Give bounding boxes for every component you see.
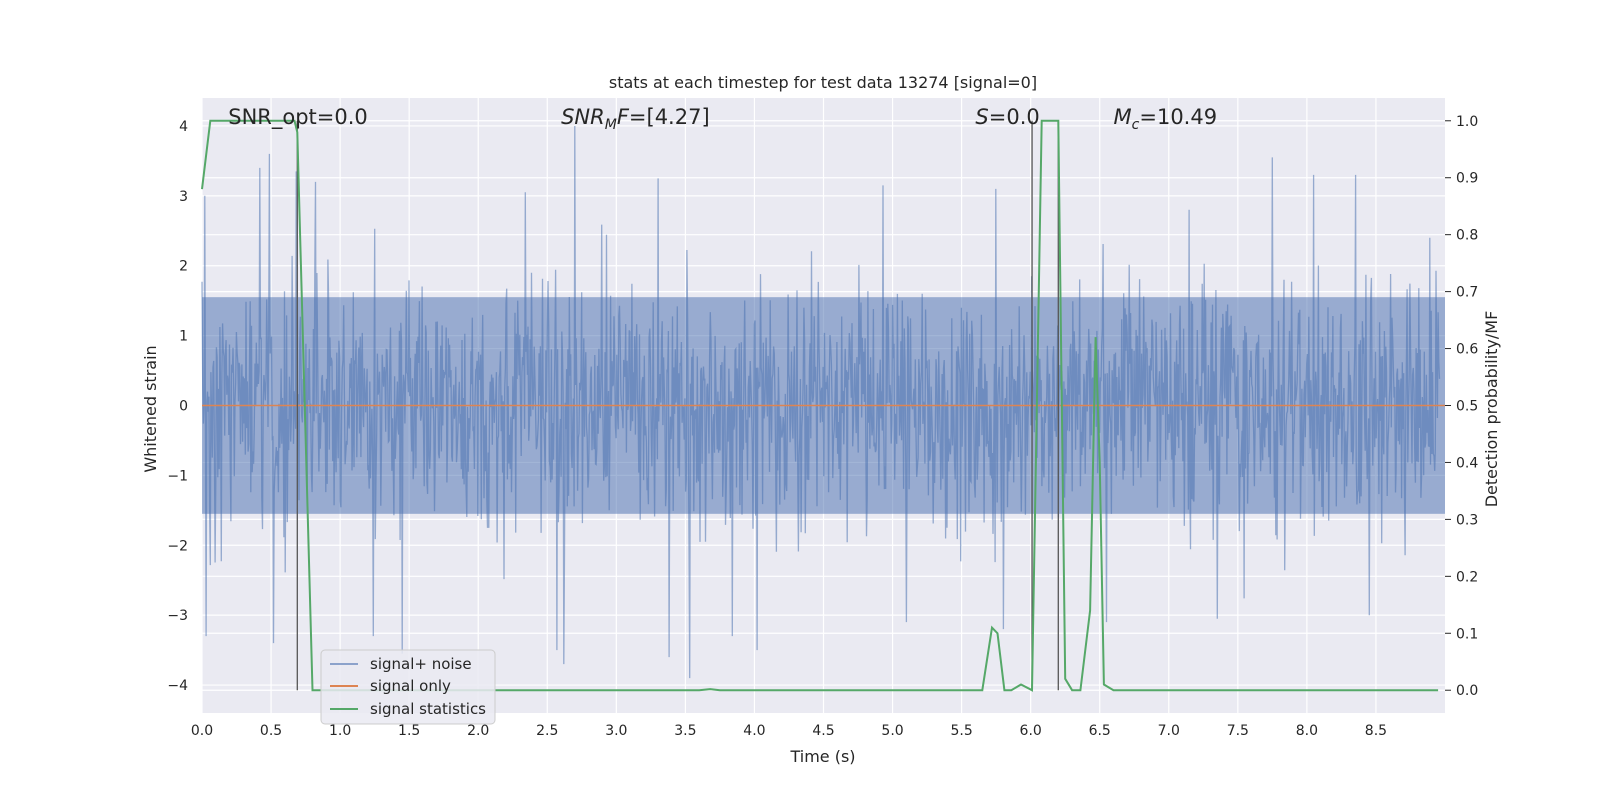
y-axis-label-left: Whitened strain bbox=[141, 345, 160, 472]
annotation-mc-base: M bbox=[1114, 105, 1132, 129]
annotation-s-value: =0.0 bbox=[989, 105, 1040, 129]
x-tick-label: 6.5 bbox=[1089, 723, 1111, 739]
annotation-s-stat: S=0.0 bbox=[975, 105, 1039, 129]
x-tick-label: 8.5 bbox=[1365, 723, 1387, 739]
x-tick-label: 2.0 bbox=[467, 723, 489, 739]
x-tick-label: 2.5 bbox=[536, 723, 558, 739]
x-tick-label: 1.0 bbox=[329, 723, 351, 739]
y-right-tick-label: 0.6 bbox=[1456, 342, 1478, 358]
x-tick-label: 6.0 bbox=[1020, 723, 1042, 739]
x-tick-label: 4.5 bbox=[812, 723, 834, 739]
x-tick-label: 0.0 bbox=[191, 723, 213, 739]
y-left-tick-label: −1 bbox=[167, 468, 188, 484]
chart-title: stats at each timestep for test data 132… bbox=[609, 73, 1037, 92]
x-tick-label: 0.5 bbox=[260, 723, 282, 739]
series-signal-noise bbox=[201, 125, 1441, 679]
y-left-tick-label: 3 bbox=[179, 189, 188, 205]
y-left-tick-label: 2 bbox=[179, 259, 188, 275]
annotation-snr-mf-base: SNR bbox=[561, 105, 605, 129]
x-axis-label: Time (s) bbox=[789, 747, 855, 766]
y-left-tick-label: −2 bbox=[167, 538, 188, 554]
tick-layer: 0.0 0.5 1.0 1.5 2.0 2.5 3.0 3.5 4.0 4.5 5.0 5.5 6.0 6… bbox=[167, 114, 1478, 739]
x-tick-label: 8.0 bbox=[1296, 723, 1318, 739]
legend-box bbox=[320, 649, 496, 725]
x-tick-label: 5.5 bbox=[950, 723, 972, 739]
line-layer bbox=[201, 119, 1445, 692]
annotation-snr-mf: SNRMF=[4.27] bbox=[561, 105, 710, 133]
y-right-tick-label: 0.9 bbox=[1456, 171, 1478, 187]
legend-label-signal-noise: signal+ noise bbox=[370, 655, 472, 673]
annotation-s-base: S bbox=[975, 105, 988, 129]
x-tick-label: 3.0 bbox=[605, 723, 627, 739]
x-tick-label: 5.0 bbox=[881, 723, 903, 739]
y-left-tick-label: 1 bbox=[179, 329, 188, 345]
annotation-snr-opt: SNR_opt=0.0 bbox=[228, 105, 368, 130]
legend: signal+ noise signal only signal statist… bbox=[320, 649, 496, 725]
y-right-tick-label: 0.4 bbox=[1456, 455, 1478, 471]
x-tick-label: 4.0 bbox=[743, 723, 765, 739]
y-right-tick-label: 0.8 bbox=[1456, 228, 1478, 244]
annotation-layer: SNR_opt=0.0 SNRMF=[4.27] S=0.0 Mc=10.49 bbox=[228, 105, 1217, 133]
series-signal-statistics bbox=[201, 119, 1439, 692]
y-left-tick-label: −3 bbox=[167, 608, 188, 624]
y-right-tick-label: 0.2 bbox=[1456, 569, 1478, 585]
annotation-snr-mf-value: =[4.27] bbox=[629, 105, 710, 129]
y-left-tick-label: 0 bbox=[179, 399, 188, 415]
annotation-mc: Mc=10.49 bbox=[1114, 105, 1218, 133]
y-left-tick-label: −4 bbox=[167, 678, 188, 694]
annotation-snr-mf-sub: M bbox=[605, 117, 617, 133]
y-right-tick-label: 1.0 bbox=[1456, 114, 1478, 130]
annotation-mc-sub: c bbox=[1132, 117, 1140, 133]
x-tick-label: 7.0 bbox=[1158, 723, 1180, 739]
legend-label-signal-statistics: signal statistics bbox=[370, 700, 486, 718]
x-tick-label: 1.5 bbox=[398, 723, 420, 739]
x-tick-label: 7.5 bbox=[1227, 723, 1249, 739]
x-tick-label: 3.5 bbox=[674, 723, 696, 739]
y-right-tick-label: 0.5 bbox=[1456, 399, 1478, 415]
annotation-snr-mf-tail: F bbox=[617, 105, 630, 129]
y-right-tick-label: 0.0 bbox=[1456, 683, 1478, 699]
y-right-tick-label: 0.1 bbox=[1456, 626, 1478, 642]
y-left-tick-label: 4 bbox=[179, 119, 188, 135]
y-axis-label-right: Detection probability/MF bbox=[1482, 311, 1501, 508]
legend-label-signal-only: signal only bbox=[370, 677, 451, 695]
y-right-tick-label: 0.7 bbox=[1456, 285, 1478, 301]
annotation-mc-value: =10.49 bbox=[1139, 105, 1217, 129]
y-right-tick-label: 0.3 bbox=[1456, 512, 1478, 528]
